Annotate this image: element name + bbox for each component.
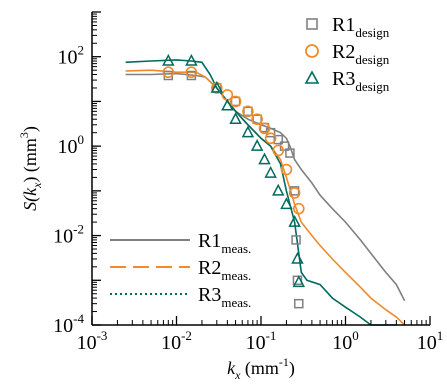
- marker-r2-design: [288, 187, 301, 199]
- legend-base: R1: [198, 230, 221, 252]
- marker-r2-design: [229, 95, 242, 108]
- legend-label-design: R2design: [332, 41, 390, 67]
- x-tick-label: 101: [417, 328, 444, 354]
- legend-base: R3: [198, 284, 221, 306]
- y-tick-exponent: -4: [73, 311, 84, 326]
- marker-r3-design: [185, 53, 198, 66]
- legend-sub: meas.: [221, 241, 251, 256]
- x-tick-mantissa: 10: [246, 332, 266, 354]
- y-tick-mantissa: 10: [58, 47, 78, 69]
- x-tick-label: 10-2: [161, 328, 192, 354]
- legend-marker-triangle: [304, 70, 320, 84]
- y-tick-label: 10-2: [53, 222, 84, 248]
- legend-sub: design: [355, 25, 389, 40]
- marker-r2-design: [242, 105, 254, 118]
- x-axis-label-sup: -1: [279, 355, 289, 369]
- marker-r2-design: [272, 144, 285, 157]
- marker-r2-design: [185, 66, 198, 79]
- marker-r3-design: [292, 275, 306, 288]
- y-tick-label: 10-4: [53, 311, 84, 337]
- y-axis-label-sub: x: [30, 182, 44, 189]
- legend-marker-square: [306, 18, 318, 30]
- y-tick-mantissa: 10: [53, 226, 73, 248]
- legend-sub: meas.: [221, 268, 251, 283]
- marker-r1-design: [252, 114, 262, 124]
- series-layer: [125, 53, 406, 326]
- series-line-r3-meas-: [125, 59, 397, 326]
- x-tick-exponent: -2: [181, 328, 192, 343]
- marker-r2-design: [280, 163, 293, 176]
- x-axis-label-sub: x: [234, 368, 241, 382]
- legend-sub: meas.: [221, 295, 251, 310]
- marker-r3-design: [258, 152, 271, 165]
- x-tick-mantissa: 10: [161, 332, 181, 354]
- marker-r1-design: [294, 298, 304, 309]
- marker-r1-design: [273, 134, 283, 145]
- series-line-r2-meas-: [125, 69, 406, 326]
- x-tick-mantissa: 10: [77, 332, 97, 354]
- x-tick-exponent: -3: [97, 328, 108, 343]
- legend-label-measured: R1meas.: [198, 230, 251, 256]
- legend-marker-circle: [305, 44, 319, 58]
- y-axis-label: S(kx) (mm3): [17, 126, 44, 211]
- x-tick-label: 10-1: [246, 328, 277, 354]
- marker-r3-design: [280, 197, 293, 210]
- marker-r2-design: [251, 113, 263, 126]
- x-tick-exponent: 1: [437, 328, 444, 343]
- marker-r3-design: [291, 251, 304, 264]
- marker-r1-design: [291, 235, 301, 245]
- legend-layer: R1designR2designR3designR1meas.R2meas.R3…: [110, 14, 390, 310]
- marker-r1-design: [230, 96, 241, 107]
- legend-base: R1: [332, 14, 355, 36]
- marker-r3-design: [241, 125, 255, 138]
- y-axis-label-sup: 3: [17, 132, 31, 138]
- marker-r3-design: [229, 112, 242, 124]
- marker-r2-design: [292, 202, 305, 215]
- x-axis-label-unit: (mm: [240, 358, 279, 379]
- marker-r2-design: [264, 132, 277, 145]
- marker-r2-design: [162, 66, 175, 79]
- marker-r1-design: [285, 148, 295, 158]
- x-tick-label: 100: [332, 328, 359, 354]
- y-tick-exponent: -2: [73, 222, 84, 237]
- y-tick-label: 102: [58, 43, 85, 69]
- y-tick-exponent: 2: [78, 43, 85, 58]
- y-axis-label-close: ): [20, 126, 41, 132]
- marker-r1-design: [243, 106, 253, 117]
- legend-sub: design: [355, 52, 389, 67]
- x-axis-label: kx (mm-1): [227, 355, 295, 382]
- legend-base: R2: [332, 41, 355, 63]
- marker-r2-design: [258, 122, 271, 135]
- marker-r3-design: [210, 80, 224, 93]
- x-tick-mantissa: 10: [417, 332, 437, 354]
- x-tick-mantissa: 10: [332, 332, 352, 354]
- legend-base: R3: [332, 68, 355, 90]
- y-axis-label-main: S(k: [20, 187, 41, 211]
- x-tick-exponent: -1: [266, 328, 277, 343]
- y-tick-label: 100: [58, 132, 85, 158]
- x-tick-exponent: 0: [352, 328, 359, 343]
- x-axis-label-main: k: [227, 358, 236, 378]
- legend-label-design: R3design: [332, 68, 390, 94]
- marker-r3-design: [272, 183, 285, 196]
- legend-label-measured: R2meas.: [198, 257, 251, 283]
- marker-r3-design: [162, 53, 175, 66]
- x-tick-label: 10-3: [77, 328, 108, 354]
- axes-layer: [91, 11, 431, 326]
- y-tick-exponent: 0: [78, 132, 85, 147]
- marker-r3-design: [264, 165, 277, 178]
- legend-sub: design: [355, 79, 389, 94]
- legend-label-measured: R3meas.: [198, 284, 251, 310]
- marker-r3-design: [250, 139, 264, 151]
- marker-r3-design: [221, 98, 234, 111]
- y-tick-mantissa: 10: [53, 315, 73, 337]
- marker-r3-design: [288, 215, 301, 227]
- y-tick-mantissa: 10: [58, 136, 78, 158]
- y-axis-label-unit: ) (mm: [20, 138, 41, 183]
- x-axis-label-close: ): [289, 358, 295, 379]
- legend-base: R2: [198, 257, 221, 279]
- legend-label-design: R1design: [332, 14, 390, 40]
